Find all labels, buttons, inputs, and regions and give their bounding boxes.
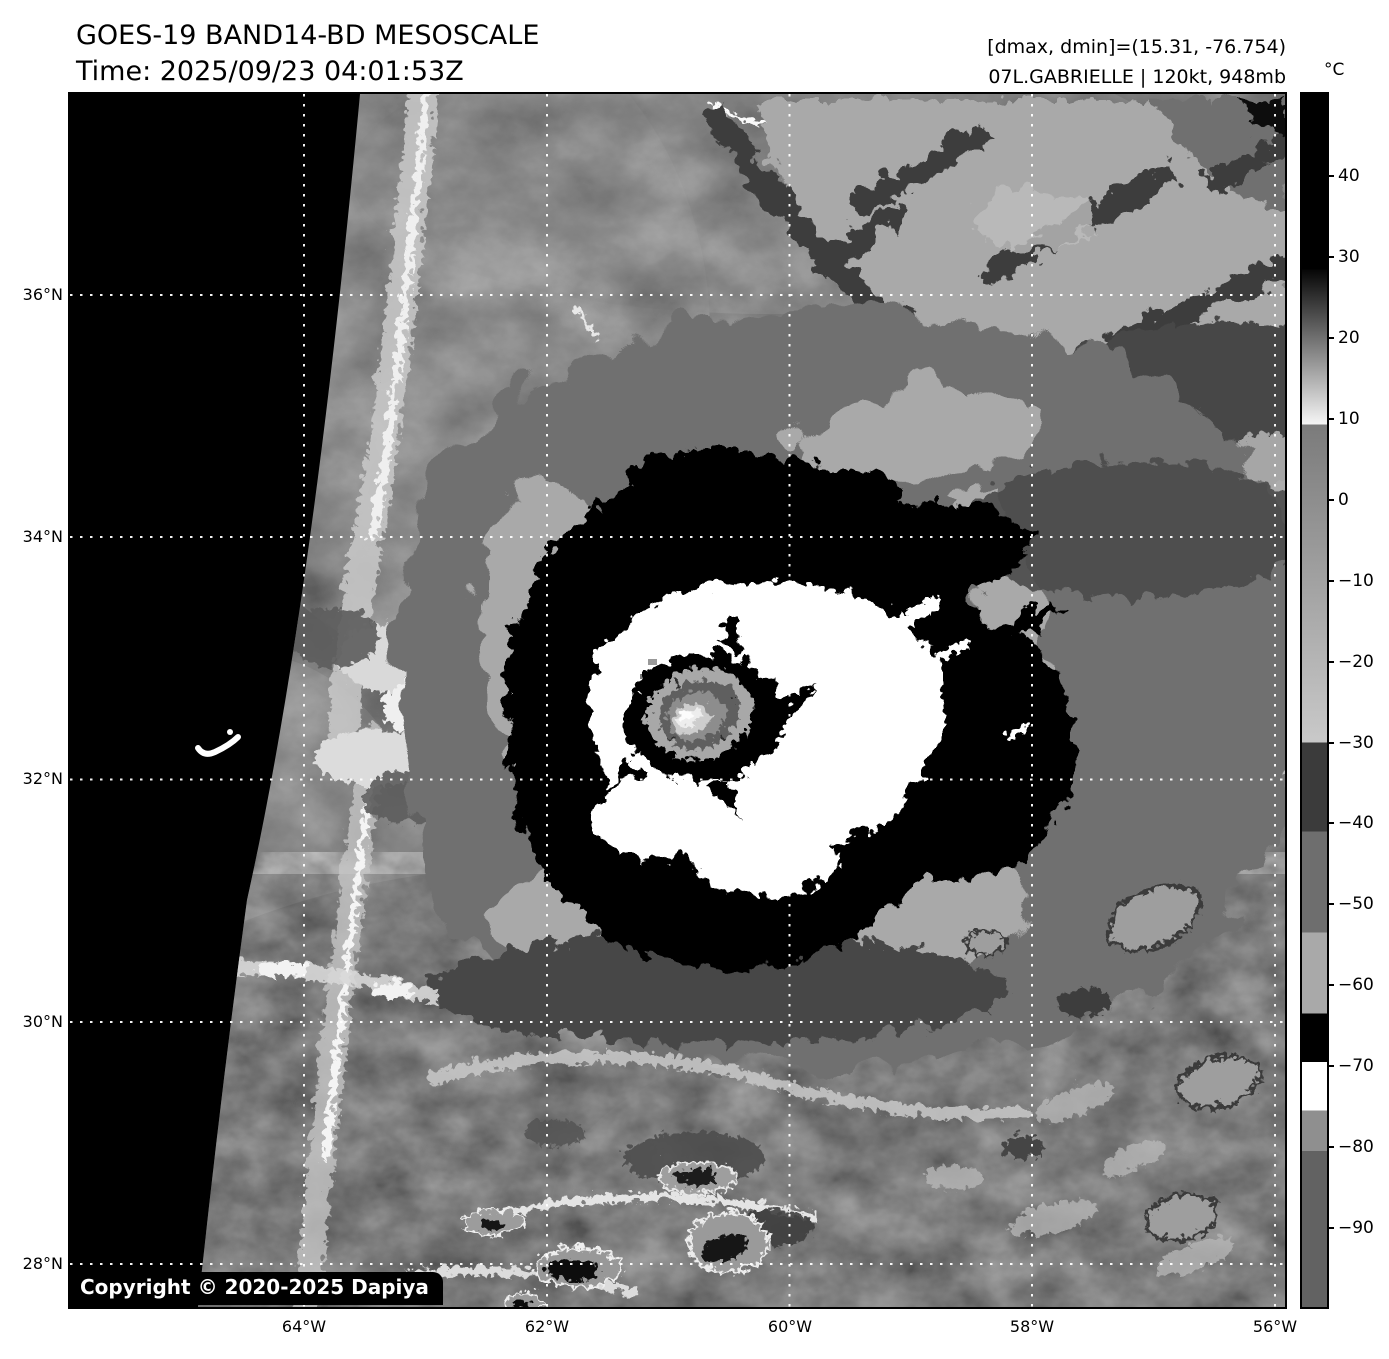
colorbar-tick-label: −30: [1338, 732, 1374, 753]
colorbar-tick: [1329, 1145, 1334, 1148]
colorbar-tick: [1329, 256, 1334, 259]
lat-label-32n: 32°N: [22, 769, 63, 788]
storm-cells: [459, 1156, 767, 1307]
hurricane-eye: [642, 664, 750, 756]
colorbar-tick: [1329, 1065, 1334, 1068]
colorbar-tick: [1329, 1226, 1334, 1229]
colorbar-tick-label: −80: [1338, 1136, 1374, 1157]
colorbar-tick: [1329, 175, 1334, 178]
colorbar-tick: [1329, 498, 1334, 501]
colorbar-tick: [1329, 903, 1334, 906]
copyright-badge: Copyright © 2020-2025 Dapiya: [70, 1272, 443, 1305]
graticule: [70, 94, 1285, 1307]
lon-label-56w: 56°W: [1252, 1317, 1298, 1336]
lon-label-62w: 62°W: [524, 1317, 570, 1336]
satellite-image: [70, 94, 1285, 1307]
colorbar-tick-label: 30: [1338, 247, 1360, 268]
ne-cloud-shield: [670, 94, 1285, 439]
colorbar-tick-label: −20: [1338, 651, 1374, 672]
data-region: [198, 94, 1285, 1307]
colorbar-tick-label: −90: [1338, 1217, 1374, 1238]
product-time: Time: 2025/09/23 04:01:53Z: [76, 56, 464, 87]
colorbar-tick: [1329, 337, 1334, 340]
header-right: [dmax, dmin]=(15.31, -76.754) 07L.GABRIE…: [987, 32, 1286, 92]
colorbar-tick-label: 40: [1338, 166, 1360, 187]
colorbar-tick: [1329, 418, 1334, 421]
south-cloud-patches: [254, 958, 1228, 1273]
storm-info: 07L.GABRIELLE | 120kt, 948mb: [988, 66, 1286, 88]
lat-label-36n: 36°N: [22, 285, 63, 304]
wedge-cloud-curl: [195, 729, 241, 757]
colorbar-tick: [1329, 822, 1334, 825]
lat-label-28n: 28°N: [22, 1254, 63, 1273]
colorbar-tick: [1329, 741, 1334, 744]
lon-label-58w: 58°W: [1009, 1317, 1055, 1336]
colorbar-tick-label: −10: [1338, 570, 1374, 591]
colorbar-tick-label: −50: [1338, 894, 1374, 915]
header-left: GOES-19 BAND14-BD MESOSCALE Time: 2025/0…: [76, 18, 539, 90]
lat-label-34n: 34°N: [22, 527, 63, 546]
satellite-image-panel: Copyright © 2020-2025 Dapiya: [68, 92, 1287, 1309]
colorbar-tick-label: 10: [1338, 409, 1360, 430]
se-outlined-blobs: [960, 879, 1259, 1239]
colorbar-tick-label: −60: [1338, 975, 1374, 996]
colorbar-tick: [1329, 984, 1334, 987]
lon-label-60w: 60°W: [767, 1317, 813, 1336]
dmax-dmin-readout: [dmax, dmin]=(15.31, -76.754): [987, 36, 1286, 58]
colorbar-tick-label: −40: [1338, 813, 1374, 834]
colorbar-tick-label: 0: [1338, 489, 1349, 510]
colorbar-unit-label: °C: [1324, 60, 1345, 80]
colorbar-tick-label: −70: [1338, 1056, 1374, 1077]
colorbar-tick-label: 20: [1338, 328, 1360, 349]
product-title: GOES-19 BAND14-BD MESOSCALE: [76, 20, 540, 51]
colorbar-tick: [1329, 660, 1334, 663]
colorbar-tick: [1329, 579, 1334, 582]
colorbar: [1300, 92, 1329, 1309]
lat-label-30n: 30°N: [22, 1012, 63, 1031]
lon-label-64w: 64°W: [281, 1317, 327, 1336]
